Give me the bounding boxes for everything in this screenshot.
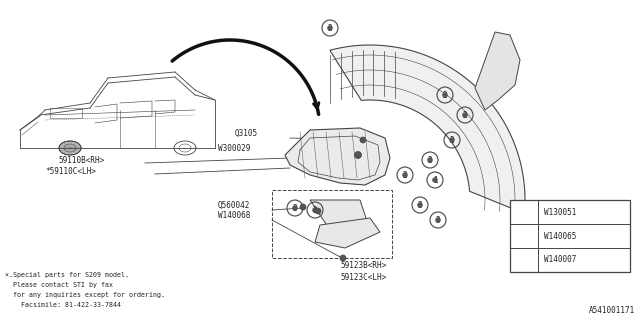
- Circle shape: [355, 151, 362, 158]
- Polygon shape: [310, 200, 370, 245]
- Circle shape: [417, 203, 422, 207]
- Text: W140007: W140007: [544, 255, 577, 265]
- Text: *59110C<LH>: *59110C<LH>: [45, 167, 96, 176]
- Circle shape: [328, 26, 333, 30]
- Text: 2: 2: [450, 135, 454, 145]
- Polygon shape: [315, 218, 380, 248]
- Circle shape: [435, 218, 440, 222]
- Text: 3: 3: [313, 205, 317, 214]
- Text: 2: 2: [428, 156, 432, 164]
- Circle shape: [433, 178, 438, 182]
- Text: 2: 2: [463, 110, 467, 119]
- Text: 59123B<RH>: 59123B<RH>: [340, 261, 387, 270]
- Text: W140065: W140065: [544, 231, 577, 241]
- Circle shape: [340, 255, 346, 261]
- Circle shape: [449, 138, 454, 142]
- Circle shape: [292, 205, 298, 211]
- Bar: [50, 108, 82, 118]
- Polygon shape: [285, 128, 390, 185]
- Circle shape: [428, 157, 433, 163]
- Text: for any inquiries except for ordering.: for any inquiries except for ordering.: [5, 292, 165, 298]
- Circle shape: [360, 137, 366, 143]
- Text: 3: 3: [292, 204, 298, 212]
- Text: 3: 3: [522, 255, 526, 265]
- Text: W140068: W140068: [218, 211, 250, 220]
- Circle shape: [315, 208, 321, 214]
- Text: 59123C<LH>: 59123C<LH>: [340, 273, 387, 282]
- Text: 2: 2: [443, 91, 447, 100]
- Circle shape: [442, 92, 447, 98]
- Text: 3: 3: [418, 201, 422, 210]
- Text: 2: 2: [403, 171, 407, 180]
- Text: 3: 3: [436, 215, 440, 225]
- Text: 2: 2: [522, 231, 526, 241]
- Polygon shape: [330, 45, 525, 213]
- Circle shape: [463, 113, 467, 117]
- Text: ×.Special parts for S209 model.: ×.Special parts for S209 model.: [5, 272, 129, 278]
- Polygon shape: [59, 141, 81, 155]
- Text: Please contact STI by fax: Please contact STI by fax: [5, 282, 113, 288]
- Polygon shape: [475, 32, 520, 110]
- Text: W130051: W130051: [544, 207, 577, 217]
- Text: 1: 1: [433, 175, 437, 185]
- Text: Q560042: Q560042: [218, 201, 250, 210]
- Text: A541001171: A541001171: [589, 306, 635, 315]
- Text: Q3105: Q3105: [235, 129, 258, 138]
- Text: 1: 1: [522, 207, 526, 217]
- Text: 59110B<RH>: 59110B<RH>: [58, 156, 104, 165]
- Bar: [510, 200, 630, 272]
- Bar: [272, 190, 392, 258]
- Circle shape: [300, 204, 306, 210]
- Circle shape: [312, 207, 317, 212]
- Text: W300029: W300029: [218, 144, 250, 153]
- Circle shape: [403, 172, 408, 178]
- Text: Facsimile: 81-422-33-7844: Facsimile: 81-422-33-7844: [5, 302, 121, 308]
- Text: 2: 2: [328, 23, 332, 33]
